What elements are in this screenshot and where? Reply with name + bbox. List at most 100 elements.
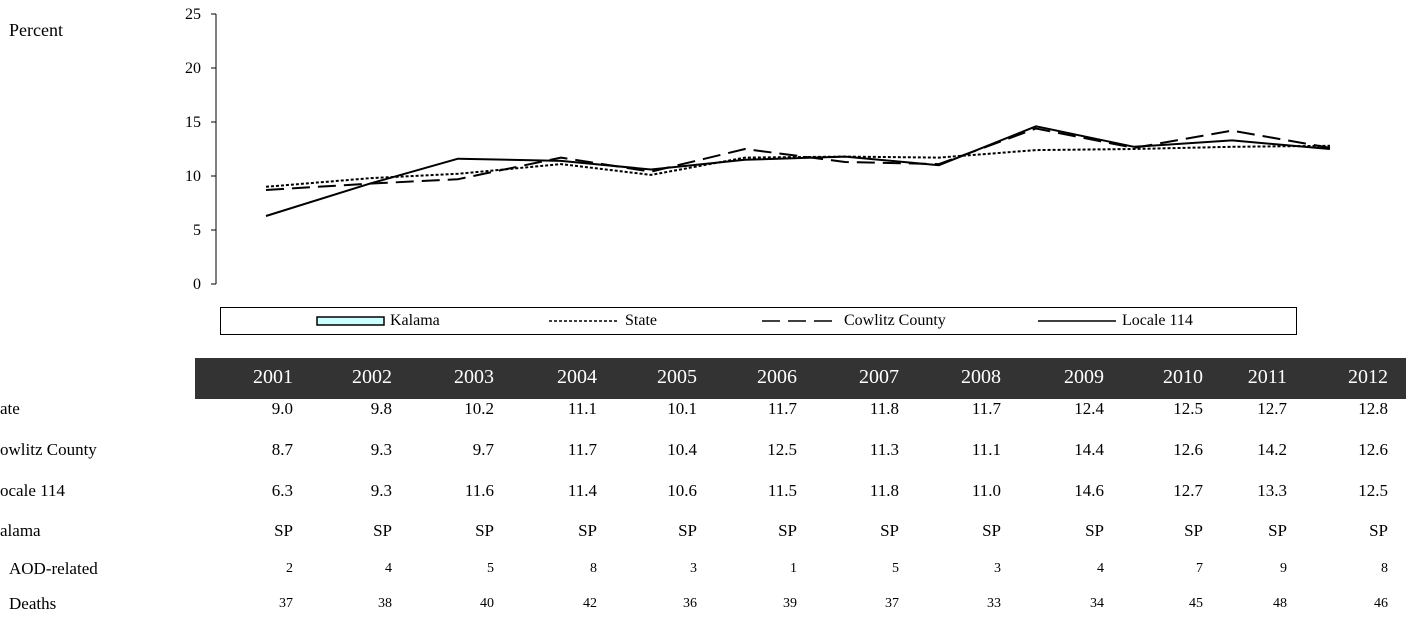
table-cell: 12.6: [1358, 440, 1388, 459]
legend-item-cowlitz: Cowlitz County: [762, 308, 946, 334]
table-cell: 37: [885, 596, 899, 611]
table-header: [195, 358, 1406, 399]
table-cell: 13.3: [1257, 481, 1287, 500]
table-cell: 9.3: [370, 440, 392, 459]
table-cell: 2: [286, 561, 293, 576]
legend-swatch-locale: [1038, 320, 1116, 322]
table-cell: 9.0: [271, 399, 293, 418]
table-cell: SP: [1268, 521, 1287, 540]
table-cell: 3: [994, 561, 1001, 576]
table-cell: 12.6: [1173, 440, 1203, 459]
year-header: 2009: [1064, 366, 1104, 388]
table-cell: 5: [487, 561, 494, 576]
table-cell: 12.5: [1173, 399, 1203, 418]
table-cell: 40: [480, 596, 494, 611]
table-cell: SP: [1085, 521, 1104, 540]
y-tick-label: 15: [185, 114, 201, 131]
table-cell: 14.6: [1074, 481, 1104, 500]
table-cell: 14.2: [1257, 440, 1287, 459]
legend-label-locale: Locale 114: [1122, 312, 1193, 329]
series-line-locale-114: [265, 125, 1331, 217]
table-cell: 36: [683, 596, 697, 611]
year-header: 2001: [253, 366, 293, 388]
table-cell: 8.7: [271, 440, 293, 459]
table-cell: 11.8: [869, 481, 899, 500]
table-cell: 11.3: [869, 440, 899, 459]
legend-swatch-cowlitz: [762, 320, 838, 322]
year-header: 2007: [859, 366, 899, 388]
table-cell: 10.1: [667, 399, 697, 418]
row-label: ate: [0, 399, 20, 418]
table-cell: 48: [1273, 596, 1287, 611]
row-label: alama: [0, 521, 41, 540]
y-axis-label: Percent: [9, 20, 63, 40]
table-cell: 8: [590, 561, 597, 576]
table-cell: 12.7: [1257, 399, 1287, 418]
y-tick-label: 10: [185, 168, 201, 185]
year-header: 2003: [454, 366, 494, 388]
table-cell: 11.1: [971, 440, 1001, 459]
table-cell: SP: [778, 521, 797, 540]
table-cell: 33: [987, 596, 1001, 611]
row-label: ocale 114: [0, 481, 65, 500]
table-cell: SP: [1184, 521, 1203, 540]
table-cell: 5: [892, 561, 899, 576]
table-cell: 46: [1374, 596, 1388, 611]
table-cell: SP: [578, 521, 597, 540]
table-cell: 11.7: [567, 440, 597, 459]
y-tick-label: 0: [193, 276, 201, 293]
table-cell: SP: [1369, 521, 1388, 540]
y-tick-label: 25: [185, 6, 201, 23]
table-cell: 3: [690, 561, 697, 576]
year-header: 2005: [657, 366, 697, 388]
table-cell: 11.6: [464, 481, 494, 500]
table-cell: 11.7: [971, 399, 1001, 418]
series-line-state: [265, 144, 1331, 188]
table-cell: 11.5: [767, 481, 797, 500]
y-tick-label: 20: [185, 60, 201, 77]
year-header: 2011: [1247, 366, 1287, 388]
table-cell: 11.4: [567, 481, 597, 500]
legend-swatch-state: [549, 320, 619, 322]
table-cell: 45: [1189, 596, 1203, 611]
table-cell: 37: [279, 596, 293, 611]
y-tick-label: 5: [193, 222, 201, 239]
table-cell: 6.3: [271, 481, 293, 500]
table-cell: 11.1: [567, 399, 597, 418]
table-cell: 39: [783, 596, 797, 611]
row-label: owlitz County: [0, 440, 97, 459]
legend-label-kalama: Kalama: [390, 312, 440, 329]
year-header: 2012: [1348, 366, 1388, 388]
table-cell: 12.4: [1074, 399, 1104, 418]
year-header: 2008: [961, 366, 1001, 388]
chart-legend: Kalama State Cowlitz County Locale 114: [220, 307, 1297, 335]
table-cell: 11.7: [767, 399, 797, 418]
legend-swatch-kalama: [316, 316, 385, 326]
row-label: Deaths: [9, 594, 57, 613]
table-cell: 9: [1280, 561, 1287, 576]
series-line-cowlitz-county: [265, 127, 1331, 191]
table-cell: 9.8: [370, 399, 392, 418]
table-cell: 34: [1090, 596, 1104, 611]
table-cell: 7: [1196, 561, 1203, 576]
table-cell: 14.4: [1074, 440, 1104, 459]
table-cell: 12.7: [1173, 481, 1203, 500]
table-cell: 11.0: [971, 481, 1001, 500]
legend-item-kalama: Kalama: [316, 308, 440, 334]
year-header: 2002: [352, 366, 392, 388]
table-cell: SP: [373, 521, 392, 540]
row-label: AOD-related: [9, 559, 98, 578]
table-cell: 12.8: [1358, 399, 1388, 418]
table-cell: 38: [378, 596, 392, 611]
table-cell: 8: [1381, 561, 1388, 576]
table-cell: 10.4: [667, 440, 697, 459]
table-cell: SP: [880, 521, 899, 540]
table-cell: SP: [982, 521, 1001, 540]
legend-label-state: State: [625, 312, 657, 329]
year-header: 2010: [1163, 366, 1203, 388]
table-cell: 10.2: [464, 399, 494, 418]
table-cell: 12.5: [767, 440, 797, 459]
table-cell: 9.7: [472, 440, 494, 459]
legend-item-state: State: [549, 308, 657, 334]
table-cell: 10.6: [667, 481, 697, 500]
